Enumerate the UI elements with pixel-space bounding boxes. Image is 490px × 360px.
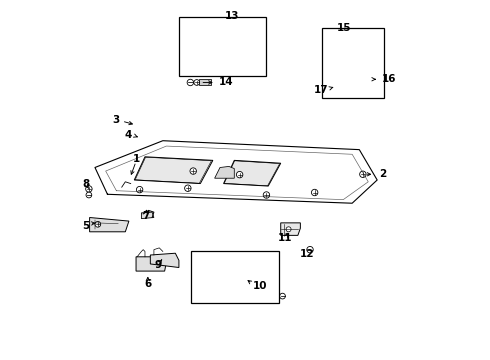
Circle shape — [95, 221, 100, 227]
Polygon shape — [136, 257, 167, 271]
Circle shape — [237, 171, 243, 178]
Polygon shape — [206, 41, 250, 57]
Circle shape — [360, 171, 366, 177]
Polygon shape — [215, 166, 234, 178]
Circle shape — [194, 80, 199, 85]
Circle shape — [86, 186, 92, 192]
Circle shape — [187, 79, 194, 86]
Text: 15: 15 — [337, 23, 351, 33]
Polygon shape — [184, 35, 258, 71]
Circle shape — [307, 247, 313, 253]
Circle shape — [187, 64, 193, 70]
Polygon shape — [150, 253, 179, 267]
Text: 9: 9 — [155, 260, 162, 270]
Polygon shape — [338, 55, 372, 73]
Text: 3: 3 — [112, 115, 119, 125]
Text: 11: 11 — [278, 233, 293, 243]
Text: 10: 10 — [253, 281, 268, 291]
Text: 2: 2 — [379, 169, 386, 179]
Bar — [192, 251, 279, 303]
Bar — [322, 28, 384, 98]
Bar — [198, 79, 211, 85]
Polygon shape — [134, 157, 213, 184]
Text: 16: 16 — [381, 74, 396, 84]
Circle shape — [372, 77, 377, 82]
Text: 4: 4 — [124, 130, 131, 140]
Circle shape — [280, 293, 285, 299]
Text: 8: 8 — [82, 179, 90, 189]
Circle shape — [286, 227, 291, 232]
Polygon shape — [281, 223, 300, 235]
Polygon shape — [326, 82, 378, 93]
Bar — [200, 42, 247, 69]
Polygon shape — [223, 160, 281, 186]
Circle shape — [367, 76, 372, 82]
Text: 7: 7 — [142, 211, 149, 221]
Text: 6: 6 — [144, 279, 151, 289]
Bar — [197, 258, 275, 300]
Text: 12: 12 — [299, 249, 314, 259]
Circle shape — [185, 185, 191, 192]
Circle shape — [249, 64, 255, 70]
Polygon shape — [142, 212, 154, 219]
Circle shape — [190, 168, 196, 174]
Text: 17: 17 — [314, 85, 328, 95]
Circle shape — [263, 192, 270, 198]
Circle shape — [86, 192, 92, 198]
Circle shape — [312, 189, 318, 196]
Text: 1: 1 — [132, 154, 140, 163]
Text: 5: 5 — [82, 221, 90, 231]
Text: 14: 14 — [220, 77, 234, 87]
Polygon shape — [90, 217, 129, 232]
Text: 13: 13 — [224, 12, 239, 21]
Bar — [200, 262, 272, 296]
Bar — [179, 18, 267, 76]
Circle shape — [136, 186, 143, 193]
Polygon shape — [326, 48, 379, 80]
